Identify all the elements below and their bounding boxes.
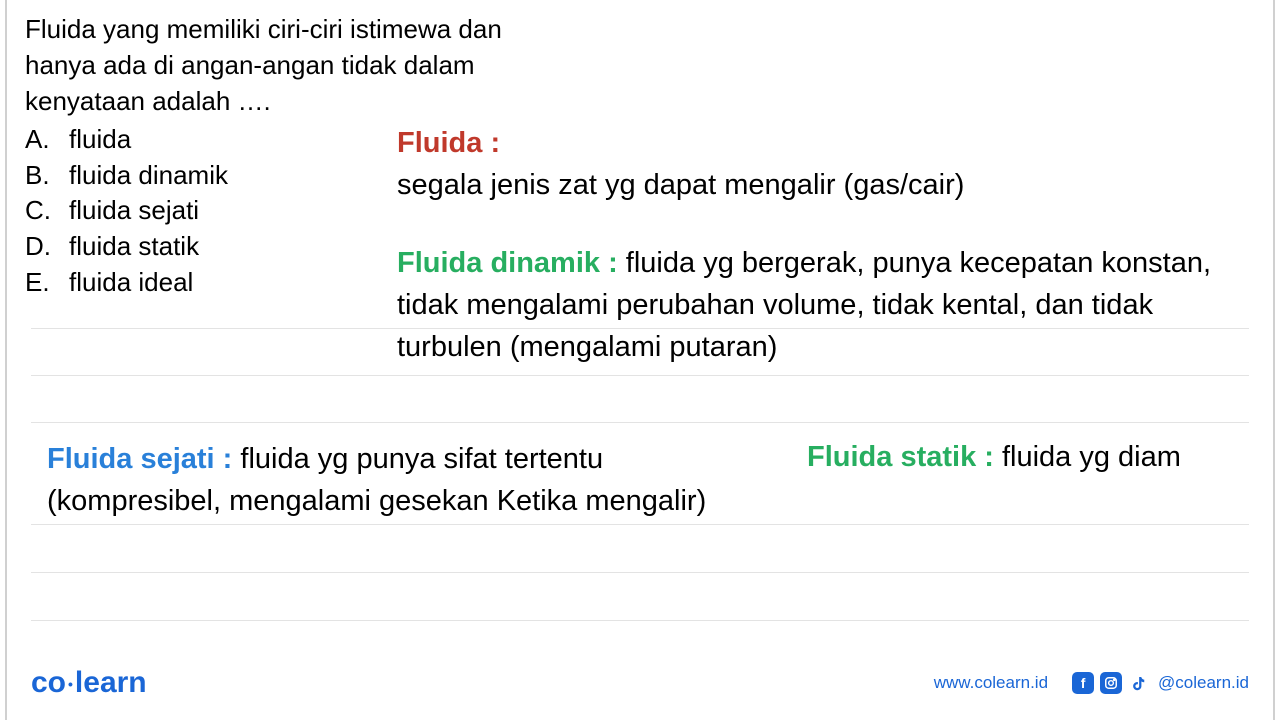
option-letter-a: A. <box>25 122 69 158</box>
footer-right: www.colearn.id f @colearn.id <box>934 672 1249 694</box>
fluida-sejati-title: Fluida sejati : <box>47 443 232 475</box>
ruled-line <box>31 422 1249 423</box>
question-line-2: hanya ada di angan-angan tidak dalam <box>25 48 565 84</box>
footer: co•learn www.colearn.id f @co <box>31 666 1249 700</box>
option-letter-d: D. <box>25 229 69 265</box>
fluida-statik-title: Fluida statik : <box>807 441 994 473</box>
ruled-line <box>31 375 1249 376</box>
explanation-fluida-block: Fluida : segala jenis zat yg dapat menga… <box>397 122 1257 368</box>
option-text-e: fluida ideal <box>69 265 193 301</box>
ruled-line <box>31 524 1249 525</box>
social-links: f @colearn.id <box>1072 672 1249 694</box>
question-line-3: kenyataan adalah …. <box>25 84 565 120</box>
facebook-icon: f <box>1072 672 1094 694</box>
question-text: Fluida yang memiliki ciri-ciri istimewa … <box>25 12 565 120</box>
fluida-title: Fluida : <box>397 127 500 159</box>
tiktok-icon <box>1128 672 1150 694</box>
logo-part1: co <box>31 666 66 699</box>
logo-dot: • <box>68 676 73 692</box>
option-text-d: fluida statik <box>69 229 199 265</box>
option-letter-e: E. <box>25 265 69 301</box>
colearn-logo: co•learn <box>31 666 147 700</box>
fluida-statik-body: fluida yg diam <box>994 441 1181 473</box>
option-letter-c: C. <box>25 193 69 229</box>
fluida-body: segala jenis zat yg dapat mengalir (gas/… <box>397 164 1257 206</box>
option-letter-b: B. <box>25 158 69 194</box>
option-text-c: fluida sejati <box>69 193 199 229</box>
logo-part2: learn <box>75 666 147 699</box>
website-url: www.colearn.id <box>934 673 1048 693</box>
question-line-1: Fluida yang memiliki ciri-ciri istimewa … <box>25 12 565 48</box>
explanation-fluida-statik-block: Fluida statik : fluida yg diam <box>807 436 1257 478</box>
option-text-a: fluida <box>69 122 131 158</box>
ruled-line <box>31 620 1249 621</box>
social-handle: @colearn.id <box>1158 673 1249 693</box>
fluida-dinamik-title: Fluida dinamik : <box>397 247 618 279</box>
ruled-line <box>31 572 1249 573</box>
page-container: Fluida yang memiliki ciri-ciri istimewa … <box>5 0 1275 720</box>
option-text-b: fluida dinamik <box>69 158 228 194</box>
instagram-icon <box>1100 672 1122 694</box>
explanation-fluida-sejati-block: Fluida sejati : fluida yg punya sifat te… <box>47 438 767 522</box>
